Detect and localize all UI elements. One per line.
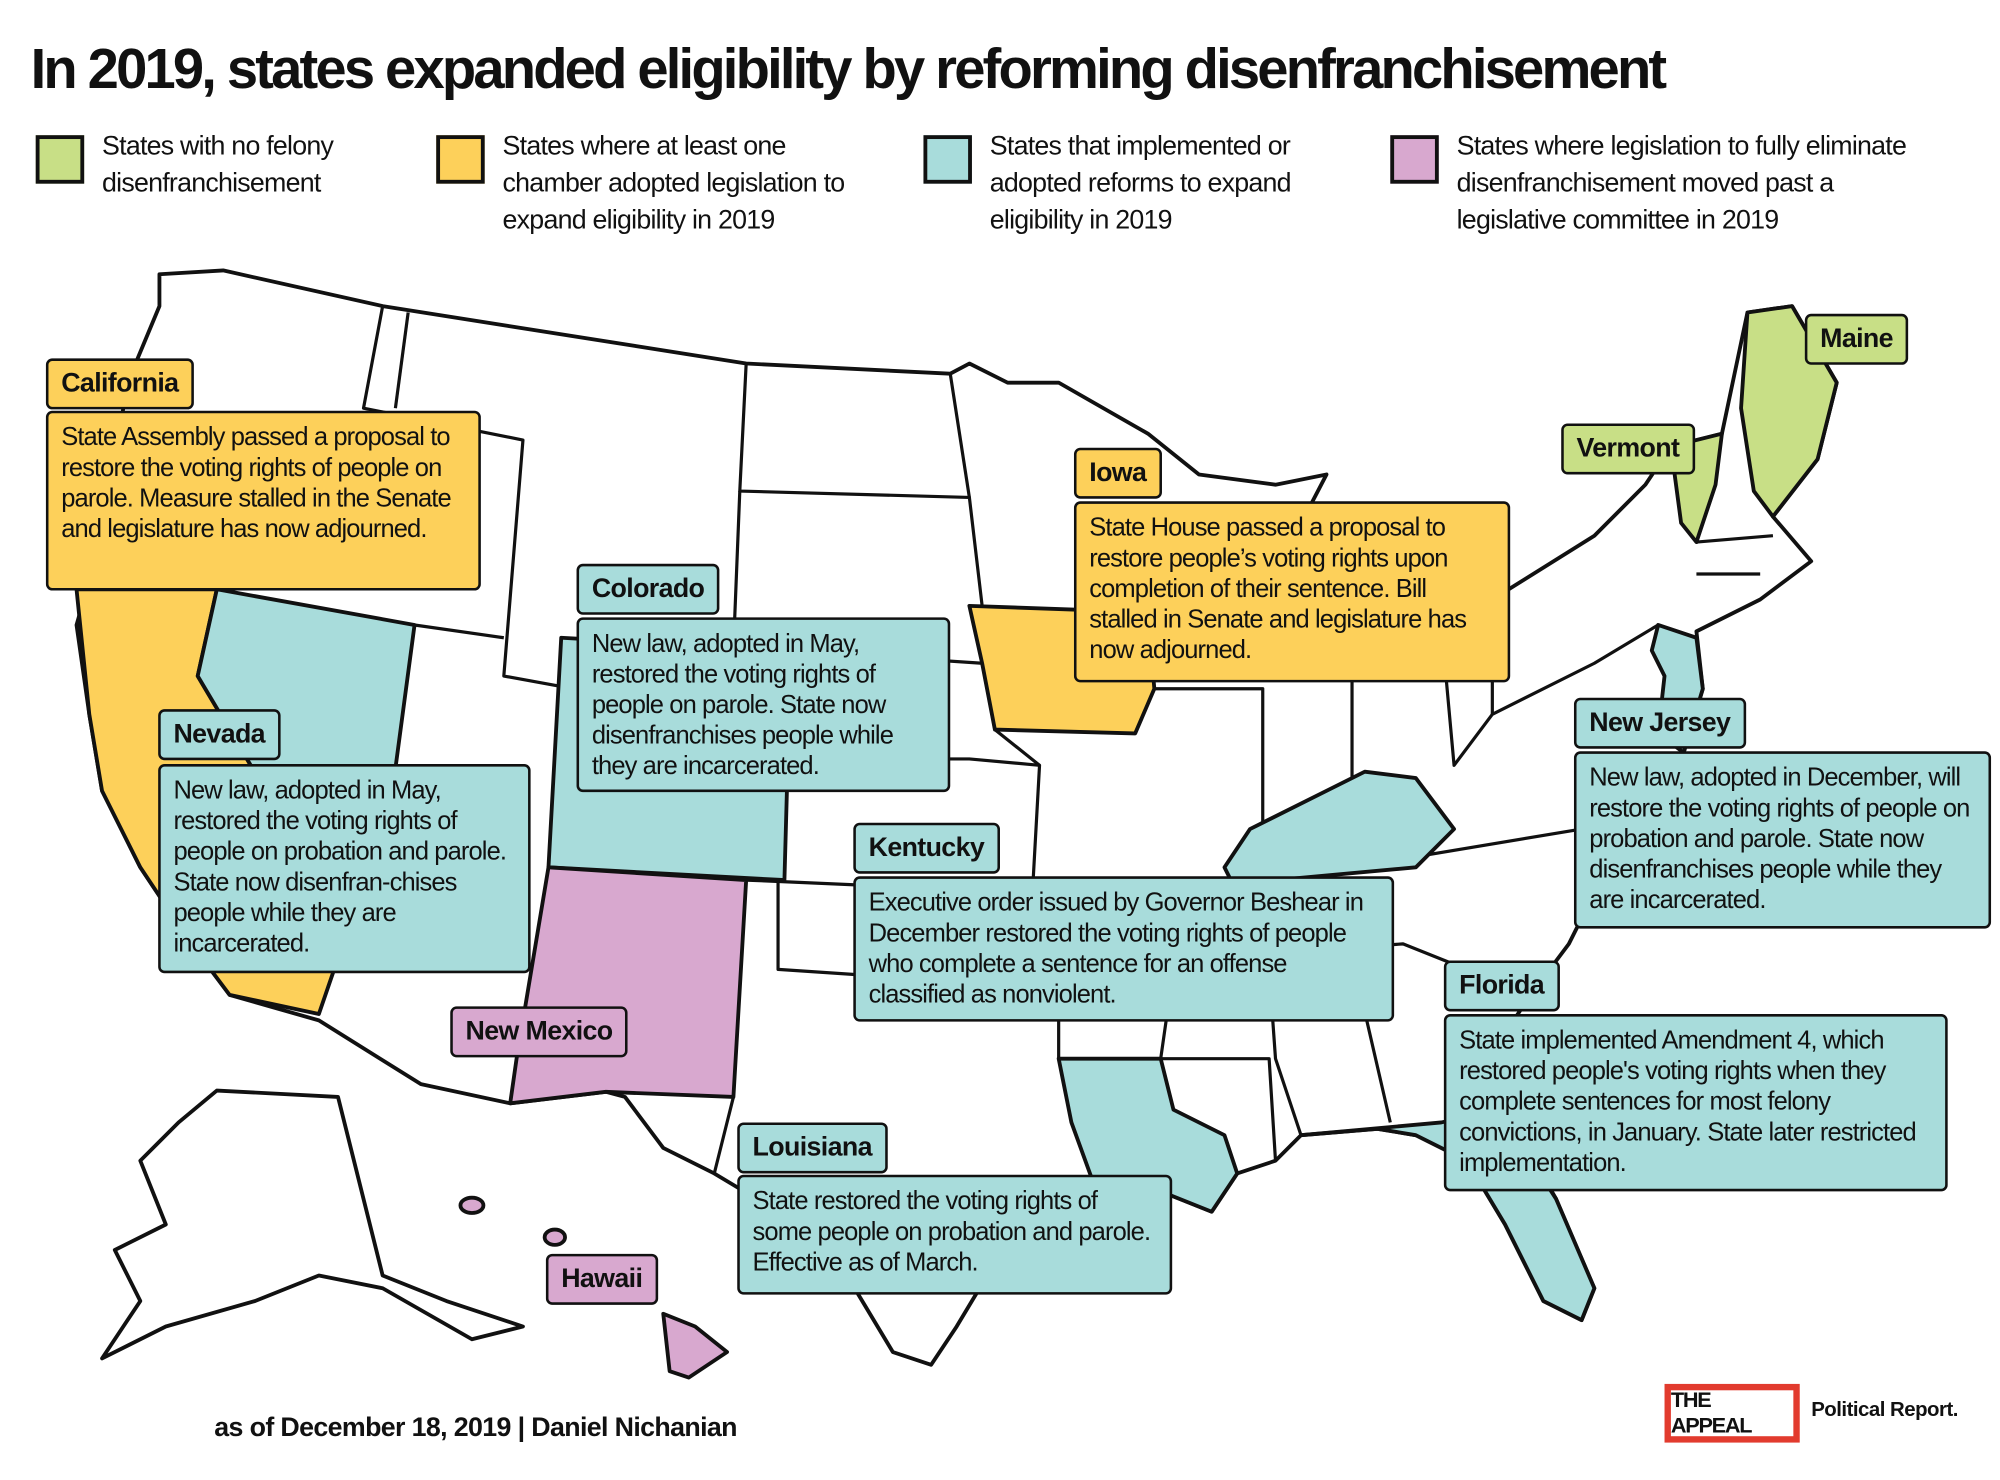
label-hawaii: Hawaii: [545, 1253, 658, 1305]
note-california: State Assembly passed a proposal to rest…: [45, 410, 481, 591]
label-new-mexico: New Mexico: [450, 1006, 628, 1058]
legend-item-one-chamber: States where at least one chamber adopte…: [436, 128, 882, 239]
legend-item-implemented: States that implemented or adopted refor…: [923, 128, 1357, 239]
legend-swatch-teal: [923, 135, 972, 184]
label-iowa: Iowa: [1073, 447, 1162, 499]
state-new-mexico: [508, 865, 749, 1106]
note-nevada: New law, adopted in May, restored the vo…: [158, 764, 531, 974]
state-alaska: [100, 1088, 525, 1361]
label-vermont: Vermont: [1561, 423, 1695, 475]
label-florida: Florida: [1443, 960, 1560, 1012]
note-florida: State implemented Amendment 4, which res…: [1443, 1014, 1948, 1192]
note-iowa: State House passed a proposal to restore…: [1073, 501, 1511, 683]
label-california: California: [45, 358, 194, 410]
political-report-logo-text: Political Report.: [1811, 1399, 1958, 1421]
state-louisiana: [1056, 1056, 1240, 1214]
legend-item-no-disenfranchisement: States with no felony disenfranchisement: [35, 128, 406, 202]
legend-swatch-green: [35, 135, 85, 184]
page-title: In 2019, states expanded eligibility by …: [30, 38, 1668, 101]
label-nevada: Nevada: [158, 709, 281, 761]
footer-credit: as of December 18, 2019 | Daniel Nichani…: [214, 1413, 737, 1443]
note-new-jersey: New law, adopted in December, will resto…: [1573, 751, 1992, 929]
legend-item-eliminate: States where legislation to fully elimin…: [1390, 128, 1926, 239]
label-kentucky: Kentucky: [853, 822, 1000, 874]
note-louisiana: State restored the voting rights of some…: [737, 1174, 1173, 1295]
legend-swatch-yellow: [436, 135, 485, 184]
the-appeal-logo: THE APPEAL: [1664, 1383, 1800, 1443]
legend-swatch-pink: [1390, 135, 1439, 184]
label-new-jersey: New Jersey: [1573, 697, 1746, 749]
label-louisiana: Louisiana: [737, 1122, 888, 1174]
label-maine: Maine: [1804, 313, 1909, 365]
note-colorado: New law, adopted in May, restored the vo…: [576, 617, 951, 793]
label-colorado: Colorado: [576, 563, 720, 615]
note-kentucky: Executive order issued by Governor Beshe…: [853, 876, 1395, 1022]
